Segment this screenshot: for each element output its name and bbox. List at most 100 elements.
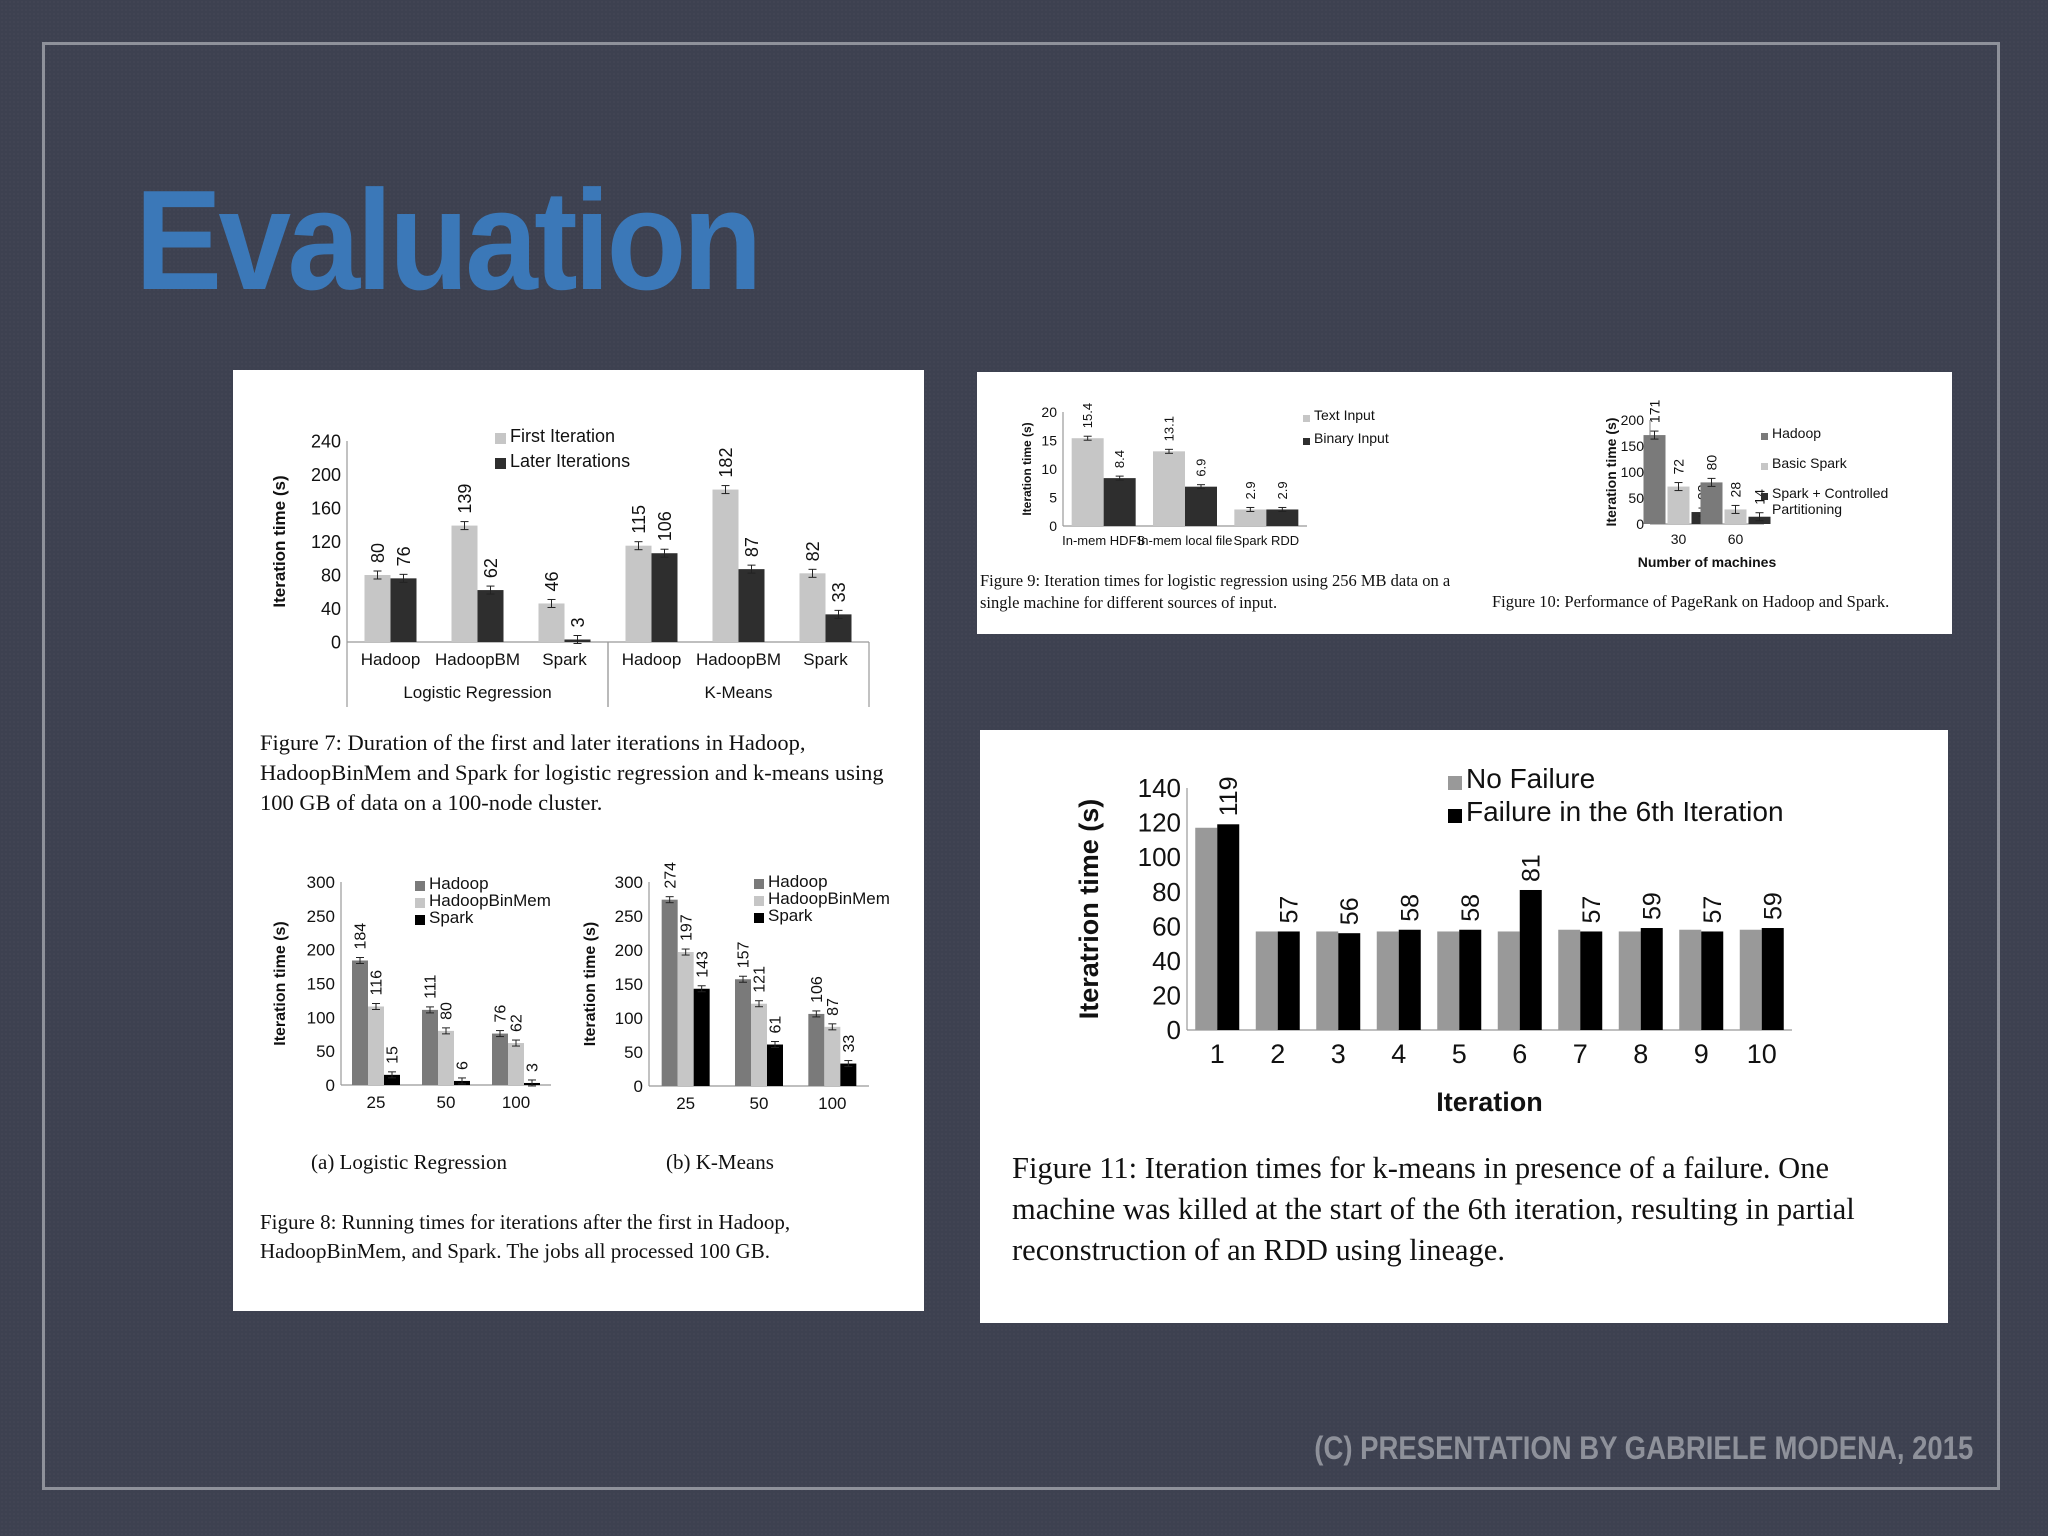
fig11-x-tick-label: 3 — [1331, 1039, 1346, 1069]
slide-footer: (C) PRESENTATION BY GABRIELE MODENA, 201… — [1313, 1430, 1973, 1466]
fig11-y-tick-label: 100 — [1138, 842, 1181, 872]
fig8a-bar — [438, 1030, 454, 1085]
fig9-y-tick-label: 5 — [1049, 489, 1057, 505]
caption-fig8a: (a) Logistic Regression — [311, 1150, 507, 1174]
fig7-group-label: Logistic Regression — [403, 683, 551, 702]
fig11-data-label: 119 — [1215, 776, 1243, 816]
fig11-y-tick-label: 120 — [1138, 808, 1181, 838]
fig7-x-tick-label: Hadoop — [622, 650, 682, 669]
fig11-x-tick-label: 5 — [1452, 1039, 1467, 1069]
fig7-bar — [451, 525, 478, 642]
fig11-bar — [1739, 929, 1762, 1030]
fig9-legend-label: Text Input — [1314, 407, 1375, 423]
fig8a-data-label: 15 — [385, 1046, 402, 1064]
fig8b-legend-swatch — [754, 896, 764, 906]
fig7-y-tick-label: 120 — [311, 532, 341, 552]
fig9-bar — [1266, 509, 1299, 526]
fig11-bar — [1255, 931, 1278, 1030]
fig8a-bar — [492, 1033, 508, 1085]
fig9-y-tick-label: 15 — [1041, 432, 1057, 448]
fig7-data-label: 76 — [394, 546, 414, 566]
caption-fig10: Figure 10: Performance of PageRank on Ha… — [1492, 592, 1890, 611]
fig11-y-tick-label: 80 — [1152, 877, 1181, 907]
fig8b-y-axis-label: Iteration time (s) — [582, 922, 599, 1046]
fig8a-bar — [508, 1043, 524, 1085]
fig7-group-label: K-Means — [704, 683, 772, 702]
fig8a-bar — [422, 1009, 438, 1085]
caption-fig7: Figure 7: Duration of the first and late… — [260, 730, 884, 815]
fig11-bar — [1618, 931, 1641, 1030]
fig10-legend-label: Hadoop — [1772, 425, 1821, 441]
fig11-legend-label: Failure in the 6th Iteration — [1466, 796, 1784, 827]
fig8b-data-label: 121 — [752, 966, 769, 993]
fig7-data-label: 106 — [655, 511, 675, 541]
fig7-y-tick-label: 80 — [321, 565, 341, 585]
fig11-bar — [1459, 929, 1482, 1030]
fig11-legend-label: No Failure — [1466, 763, 1595, 794]
fig7-data-label: 115 — [629, 505, 649, 534]
fig8b-data-label: 61 — [768, 1016, 785, 1034]
fig7-data-label: 3 — [568, 617, 588, 627]
fig11-bar — [1519, 889, 1542, 1030]
fig7-data-label: 33 — [829, 582, 849, 602]
fig10-legend-line: Spark + Controlled — [1772, 485, 1888, 501]
fig10-bar — [1667, 486, 1690, 524]
fig8a-y-tick-label: 200 — [307, 941, 335, 960]
fig7-x-tick-label: Hadoop — [361, 650, 421, 669]
fig8b-legend-label: Spark — [768, 906, 813, 925]
fig8b-y-tick-label: 50 — [624, 1043, 643, 1062]
fig10-bar — [1643, 435, 1666, 524]
fig8a-data-label: 3 — [525, 1063, 542, 1072]
fig7-bar — [825, 614, 852, 642]
fig9-data-label: 8.4 — [1112, 450, 1127, 468]
fig8b-data-label: 33 — [841, 1035, 858, 1053]
fig9-bar — [1234, 509, 1267, 526]
chart-fig7: 0 40 80 120 160 200 240 Iteration time (s) 80 76 H… — [270, 426, 870, 707]
fig8b-legend-swatch — [754, 913, 764, 923]
fig11-bar — [1217, 824, 1240, 1030]
fig9-y-axis-label: Iteration time (s) — [1020, 422, 1034, 515]
fig8a-legend-swatch — [415, 915, 425, 925]
fig8a-legend-swatch — [415, 881, 425, 891]
fig11-bar — [1640, 928, 1663, 1030]
fig10-y-tick-label: 50 — [1628, 490, 1644, 506]
fig10-legend-line: Partitioning — [1772, 501, 1842, 517]
panel-fig7-fig8: 0 40 80 120 160 200 240 Iteration time (s) 80 76 H… — [233, 370, 924, 1311]
caption-fig11: Figure 11: Iteration times for k-means i… — [1012, 1151, 1855, 1267]
fig9-data-label: 13.1 — [1162, 416, 1177, 441]
fig11-data-label: 57 — [1699, 896, 1727, 924]
fig7-legend-label: First Iteration — [510, 426, 615, 446]
fig10-data-label: 14 — [1751, 489, 1767, 505]
fig10-y-tick-label: 100 — [1621, 464, 1645, 480]
fig11-x-tick-label: 10 — [1747, 1039, 1777, 1069]
fig8b-bar — [693, 988, 710, 1086]
fig11-x-tick-label: 9 — [1694, 1039, 1709, 1069]
panel-fig9-fig10: 0 5 10 15 20 Iteration time (s) 15.4 8.4 In-mem … — [977, 372, 1952, 634]
fig8b-bar — [840, 1063, 857, 1086]
fig7-data-label: 139 — [455, 484, 475, 514]
fig10-y-tick-label: 200 — [1621, 412, 1645, 428]
caption-fig9: Figure 9: Iteration times for logistic r… — [980, 571, 1451, 612]
fig9-data-label: 2.9 — [1243, 481, 1258, 499]
fig11-data-label: 58 — [1457, 894, 1485, 922]
fig7-y-tick-label: 160 — [311, 498, 341, 518]
fig8b-bar — [751, 1003, 767, 1086]
fig11-bar — [1580, 931, 1603, 1030]
fig9-y-tick-label: 20 — [1041, 404, 1057, 420]
fig8a-data-label: 80 — [439, 1002, 456, 1020]
fig11-x-tick-label: 4 — [1391, 1039, 1406, 1069]
fig10-y-tick-label: 150 — [1621, 438, 1645, 454]
fig7-bar — [738, 569, 765, 642]
fig11-legend-swatch — [1448, 776, 1462, 790]
fig11-bar — [1558, 929, 1581, 1030]
fig10-legend-label: Spark + Controlled Partitioning — [1772, 485, 1888, 517]
fig11-bar — [1679, 929, 1702, 1030]
fig11-data-label: 58 — [1397, 894, 1425, 922]
chart-fig9: 0 5 10 15 20 Iteration time (s) 15.4 8.4 In-mem … — [1020, 403, 1389, 548]
fig9-legend-label: Binary Input — [1314, 430, 1389, 446]
fig9-y-tick-label: 0 — [1049, 518, 1057, 534]
fig7-bar — [625, 545, 652, 642]
fig7-y-tick-label: 200 — [311, 465, 341, 485]
fig7-y-tick-label: 0 — [331, 632, 341, 652]
fig11-y-axis-label: Iteratrion time (s) — [1074, 799, 1104, 1020]
